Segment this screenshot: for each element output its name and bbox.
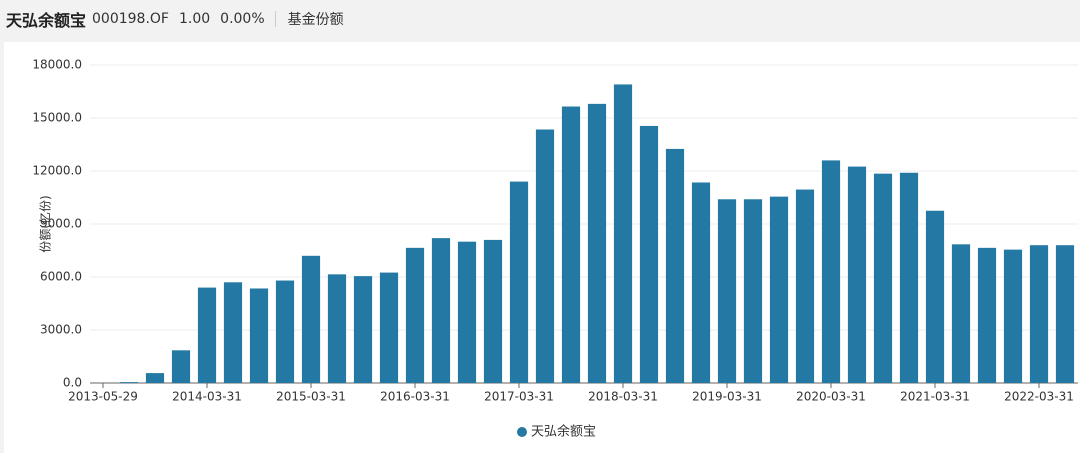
bar bbox=[717, 199, 737, 383]
x-tick-label: 2022-03-31 bbox=[1004, 390, 1074, 404]
legend-label[interactable]: 天弘余额宝 bbox=[531, 424, 596, 440]
y-tick-label: 3000.0 bbox=[40, 323, 82, 337]
bar bbox=[977, 247, 997, 383]
fund-code: 000198.OF bbox=[92, 11, 169, 27]
bar bbox=[1003, 249, 1023, 383]
bar bbox=[535, 129, 555, 383]
legend-marker bbox=[517, 427, 527, 437]
bar bbox=[847, 166, 867, 383]
y-tick-label: 12000.0 bbox=[32, 164, 82, 178]
bar bbox=[327, 274, 347, 383]
bar bbox=[119, 382, 139, 383]
bar bbox=[821, 160, 841, 383]
bar bbox=[301, 255, 321, 383]
bar bbox=[353, 276, 373, 383]
x-tick-label: 2020-03-31 bbox=[796, 390, 866, 404]
x-tick-label: 2014-03-31 bbox=[172, 390, 242, 404]
header: 天弘余额宝 000198.OF 1.00 0.00% 基金份额 bbox=[0, 0, 1080, 38]
bar bbox=[379, 272, 399, 383]
x-tick-label: 2018-03-31 bbox=[588, 390, 658, 404]
bar bbox=[639, 125, 659, 383]
bar bbox=[197, 287, 217, 383]
bar bbox=[743, 199, 763, 383]
bar bbox=[1029, 245, 1049, 383]
y-tick-label: 9000.0 bbox=[40, 217, 82, 231]
bar bbox=[223, 282, 243, 383]
bar bbox=[795, 189, 815, 383]
x-tick-label: 2015-03-31 bbox=[276, 390, 346, 404]
bar bbox=[405, 247, 425, 383]
fund-name: 天弘余额宝 bbox=[6, 11, 87, 30]
tab[interactable]: 基金份额 bbox=[287, 12, 344, 28]
bar bbox=[613, 84, 633, 383]
bar bbox=[483, 239, 503, 383]
bar bbox=[171, 350, 191, 383]
bar bbox=[457, 241, 477, 383]
bar bbox=[665, 148, 685, 383]
y-tick-label: 6000.0 bbox=[40, 270, 82, 284]
x-tick-label: 2019-03-31 bbox=[692, 390, 762, 404]
bar bbox=[275, 280, 295, 383]
bar bbox=[249, 288, 269, 383]
bar bbox=[769, 196, 789, 383]
bar bbox=[587, 103, 607, 383]
bar bbox=[899, 172, 919, 383]
change: 0.00% bbox=[220, 11, 265, 27]
y-axis-label: 份额(亿份) bbox=[38, 195, 53, 252]
y-tick-label: 18000.0 bbox=[32, 58, 82, 72]
x-tick-label: 2017-03-31 bbox=[484, 390, 554, 404]
x-tick-label: 2021-03-31 bbox=[900, 390, 970, 404]
bar bbox=[951, 244, 971, 383]
separator bbox=[274, 11, 276, 27]
bar bbox=[431, 238, 451, 383]
bar bbox=[561, 106, 581, 384]
bar bbox=[691, 182, 711, 383]
y-tick-label: 0.0 bbox=[63, 376, 82, 390]
bar bbox=[145, 373, 165, 383]
y-tick-label: 15000.0 bbox=[32, 111, 82, 125]
x-tick-label: 2013-05-29 bbox=[68, 390, 138, 404]
x-tick-label: 2016-03-31 bbox=[380, 390, 450, 404]
price: 1.00 bbox=[178, 11, 211, 27]
bar bbox=[509, 181, 529, 383]
bar bbox=[925, 210, 945, 383]
bar bbox=[873, 173, 893, 383]
bar bbox=[1055, 245, 1075, 383]
